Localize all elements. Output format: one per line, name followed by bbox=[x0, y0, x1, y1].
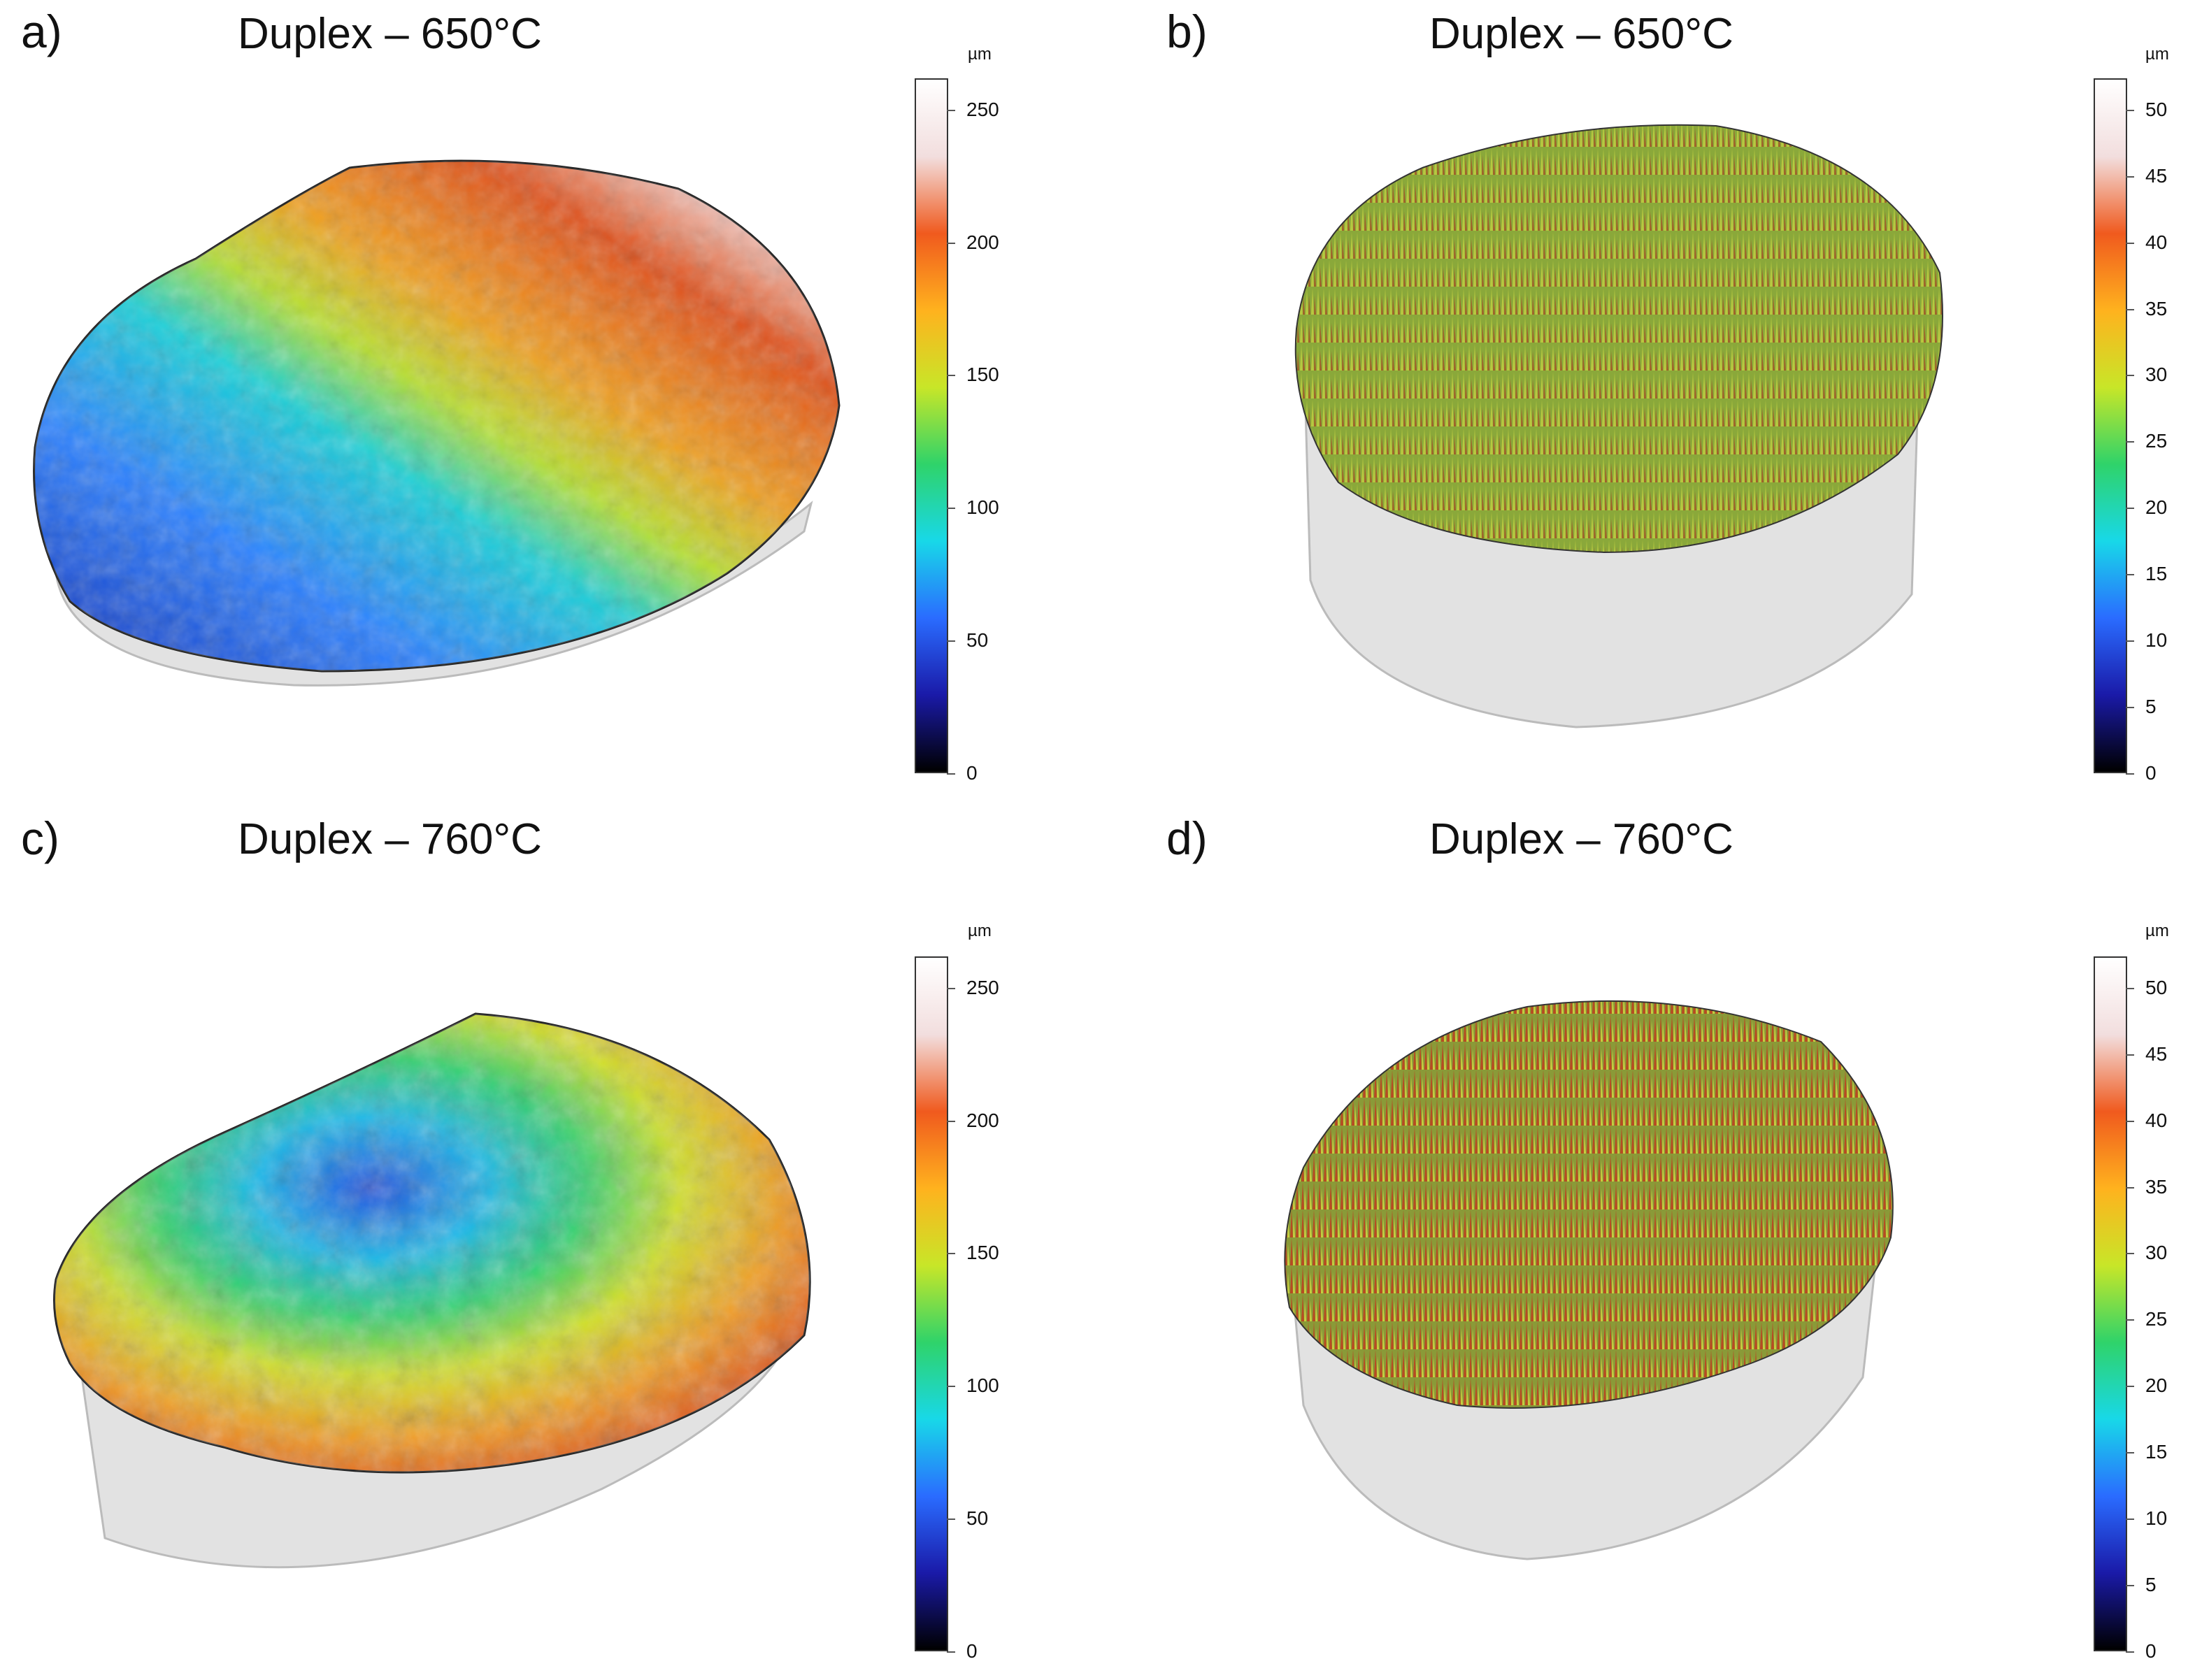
colorbar-tick-mark bbox=[2126, 640, 2134, 642]
panel-label: a) bbox=[21, 6, 62, 57]
colorbar-tick-mark bbox=[2126, 375, 2134, 377]
colorbar-tick-mark bbox=[2126, 1120, 2134, 1122]
colorbar-tick-label: 30 bbox=[2145, 1242, 2168, 1264]
colorbar-tick-label: 45 bbox=[2145, 164, 2168, 187]
colorbar-tick-mark bbox=[2126, 308, 2134, 310]
colorbar-tick-mark bbox=[947, 1651, 955, 1653]
colorbar-tick-mark bbox=[947, 773, 955, 775]
panel-d: d) Duplex – 760°C µm 50 45 40 35 30 25 20 15 10 5… bbox=[1094, 815, 2187, 1678]
colorbar-tick-mark bbox=[2126, 773, 2134, 775]
colorbar-tick-label: 45 bbox=[2145, 1042, 2168, 1065]
colorbar-tick-label: 40 bbox=[2145, 1109, 2168, 1131]
panel-title: Duplex – 760°C bbox=[1429, 815, 1733, 863]
colorbar-tick-mark bbox=[2126, 508, 2134, 510]
colorbar-tick-label: 10 bbox=[2145, 629, 2168, 652]
surface-topography-image bbox=[53, 1012, 811, 1569]
colorbar-tick-label: 10 bbox=[2145, 1507, 2168, 1530]
colorbar-tick-label: 0 bbox=[966, 1640, 978, 1662]
colorbar-tick-mark bbox=[2126, 1319, 2134, 1321]
colorbar-tick-label: 100 bbox=[966, 496, 999, 519]
colorbar-tick-label: 50 bbox=[966, 629, 989, 652]
colorbar-tick-mark bbox=[2126, 1585, 2134, 1587]
colorbar-tick-mark bbox=[947, 242, 955, 244]
colorbar-tick-label: 150 bbox=[966, 1242, 999, 1264]
panel-label: d) bbox=[1166, 812, 1208, 864]
colorbar-tick-label: 15 bbox=[2145, 563, 2168, 585]
colorbar bbox=[915, 78, 948, 773]
colorbar bbox=[2094, 956, 2127, 1651]
colorbar-tick-label: 25 bbox=[2145, 430, 2168, 452]
colorbar-unit: µm bbox=[968, 45, 992, 64]
colorbar-tick-mark bbox=[2126, 242, 2134, 244]
panel-title: Duplex – 650°C bbox=[238, 10, 542, 58]
colorbar-unit: µm bbox=[968, 921, 992, 940]
panel-b: b) Duplex – 650°C µm 50 45 40 35 30 25 20 15 10 5… bbox=[1094, 0, 2187, 839]
colorbar-tick-mark bbox=[2126, 1452, 2134, 1454]
colorbar-tick-label: 50 bbox=[2145, 98, 2168, 120]
colorbar-tick-mark bbox=[947, 1519, 955, 1521]
colorbar-tick-mark bbox=[2126, 441, 2134, 443]
panel-label: b) bbox=[1166, 6, 1208, 57]
colorbar-tick-label: 50 bbox=[2145, 976, 2168, 998]
colorbar-tick-mark bbox=[947, 1253, 955, 1255]
surface-topography-image bbox=[1294, 124, 1943, 728]
surface-topography-image bbox=[1284, 1000, 1894, 1560]
panel-label: c) bbox=[21, 812, 59, 864]
colorbar-tick-mark bbox=[947, 1120, 955, 1122]
colorbar-tick-mark bbox=[2126, 1519, 2134, 1521]
colorbar-tick-label: 40 bbox=[2145, 231, 2168, 253]
colorbar-tick-label: 250 bbox=[966, 976, 999, 998]
colorbar-tick-mark bbox=[2126, 1253, 2134, 1255]
colorbar-tick-label: 35 bbox=[2145, 1175, 2168, 1198]
colorbar-tick-mark bbox=[2126, 109, 2134, 111]
colorbar-unit: µm bbox=[2145, 921, 2169, 940]
colorbar-tick-label: 0 bbox=[2145, 1640, 2157, 1662]
colorbar bbox=[2094, 78, 2127, 773]
colorbar-tick-mark bbox=[947, 109, 955, 111]
panel-c: c) Duplex – 760°C µm 250 200 150 100 50 0 bbox=[0, 815, 1094, 1678]
colorbar-tick-mark bbox=[947, 508, 955, 510]
colorbar-tick-mark bbox=[2126, 987, 2134, 989]
colorbar-tick-label: 200 bbox=[966, 231, 999, 253]
colorbar-tick-label: 100 bbox=[966, 1374, 999, 1397]
colorbar-tick-mark bbox=[2126, 1386, 2134, 1388]
colorbar-tick-label: 20 bbox=[2145, 1374, 2168, 1397]
colorbar-tick-label: 250 bbox=[966, 98, 999, 120]
colorbar-tick-label: 25 bbox=[2145, 1308, 2168, 1330]
colorbar-tick-mark bbox=[947, 987, 955, 989]
panel-a: a) Duplex – 650°C µm 250 200 150 100 50 0 bbox=[0, 0, 1094, 839]
colorbar-tick-label: 50 bbox=[966, 1507, 989, 1530]
colorbar-tick-label: 200 bbox=[966, 1109, 999, 1131]
panel-title: Duplex – 760°C bbox=[238, 815, 542, 863]
panel-title: Duplex – 650°C bbox=[1429, 10, 1733, 58]
colorbar-tick-mark bbox=[2126, 1186, 2134, 1189]
colorbar-tick-label: 5 bbox=[2145, 1574, 2157, 1596]
colorbar-tick-mark bbox=[947, 640, 955, 642]
colorbar-unit: µm bbox=[2145, 45, 2169, 64]
colorbar bbox=[915, 956, 948, 1651]
colorbar-tick-label: 0 bbox=[966, 762, 978, 784]
colorbar-tick-label: 0 bbox=[2145, 762, 2157, 784]
colorbar-tick-mark bbox=[2126, 1651, 2134, 1653]
colorbar-tick-mark bbox=[947, 1386, 955, 1388]
colorbar-tick-mark bbox=[947, 375, 955, 377]
colorbar-tick-mark bbox=[2126, 707, 2134, 709]
colorbar-tick-label: 15 bbox=[2145, 1441, 2168, 1463]
colorbar-tick-label: 30 bbox=[2145, 364, 2168, 386]
colorbar-tick-mark bbox=[2126, 574, 2134, 576]
colorbar-tick-label: 150 bbox=[966, 364, 999, 386]
colorbar-tick-label: 20 bbox=[2145, 496, 2168, 519]
colorbar-tick-label: 35 bbox=[2145, 297, 2168, 320]
colorbar-tick-label: 5 bbox=[2145, 696, 2157, 718]
colorbar-tick-mark bbox=[2126, 175, 2134, 178]
colorbar-tick-mark bbox=[2126, 1054, 2134, 1056]
surface-topography-image bbox=[33, 159, 841, 687]
